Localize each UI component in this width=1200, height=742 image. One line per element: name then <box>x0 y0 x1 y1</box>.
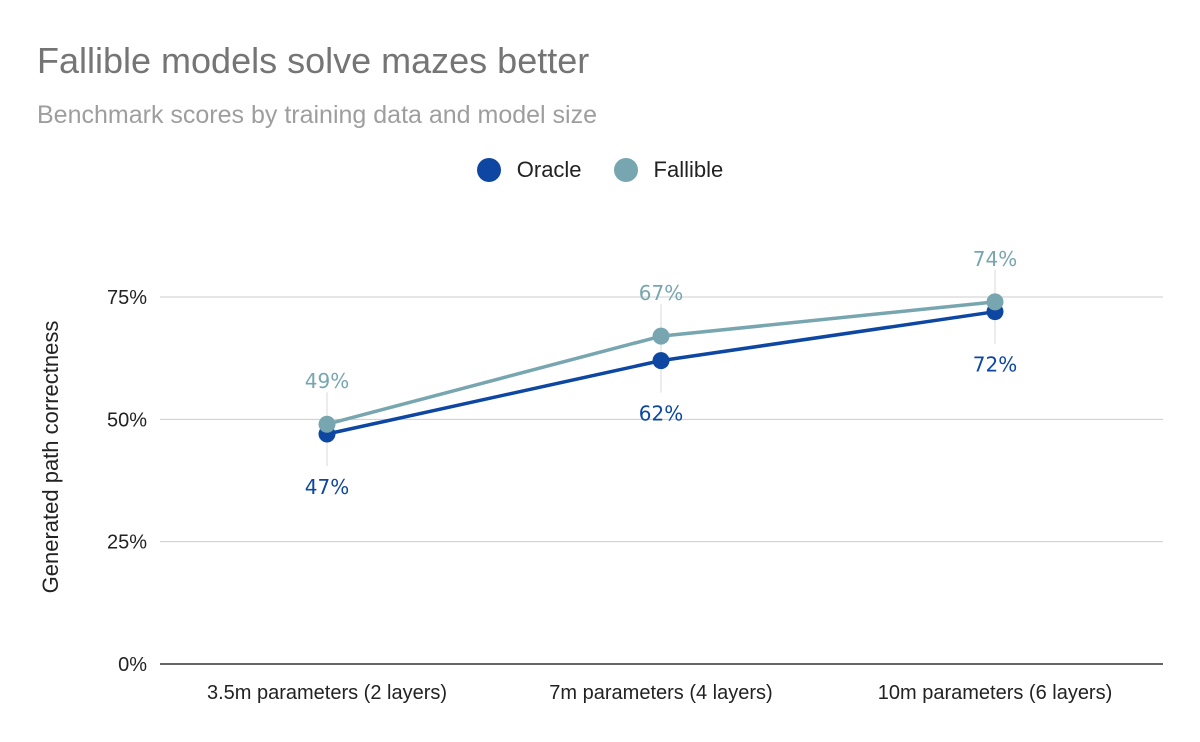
data-point-fallible-3 <box>986 293 1004 311</box>
data-label-oracle-1: 47% <box>305 475 349 499</box>
chart-subtitle: Benchmark scores by training data and mo… <box>37 101 598 129</box>
x-tick-label-2: 7m parameters (4 layers) <box>549 682 772 704</box>
x-tick-label-3: 10m parameters (6 layers) <box>878 682 1113 704</box>
x-tick-label-1: 3.5m parameters (2 layers) <box>207 682 447 704</box>
y-tick-label-25: 25% <box>107 532 147 554</box>
y-tick-label-0: 0% <box>118 654 147 676</box>
chart-title: Fallible models solve mazes better <box>37 40 590 81</box>
data-label-oracle-3: 72% <box>973 353 1017 377</box>
data-point-fallible-1 <box>318 415 336 433</box>
legend-swatch-fallible <box>613 158 638 182</box>
legend-label-oracle: Oracle <box>516 157 582 182</box>
y-tick-label-75: 75% <box>107 287 147 309</box>
legend-label-fallible: Fallible <box>653 157 724 182</box>
legend: Oracle Fallible <box>0 157 1200 183</box>
legend-swatch-oracle <box>476 158 501 182</box>
data-label-fallible-2: 67% <box>639 281 683 305</box>
data-label-oracle-2: 62% <box>639 402 683 426</box>
legend-item-oracle: Oracle <box>476 157 582 183</box>
y-tick-label-50: 50% <box>107 409 147 431</box>
data-label-fallible-3: 74% <box>973 247 1017 271</box>
data-label-fallible-1: 49% <box>305 369 349 393</box>
data-point-fallible-2 <box>652 327 670 345</box>
data-point-oracle-2 <box>652 352 670 370</box>
legend-item-fallible: Fallible <box>613 157 724 183</box>
